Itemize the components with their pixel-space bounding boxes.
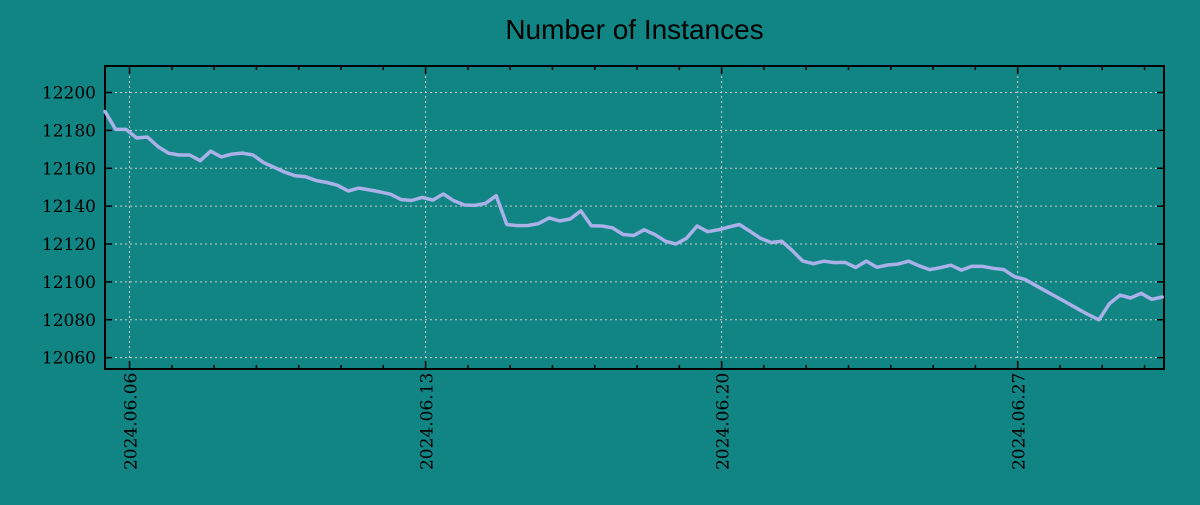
- y-axis-tick-label: 12200: [42, 84, 96, 104]
- x-axis-tick-label: 2024.06.27: [1010, 373, 1030, 470]
- y-axis-tick-label: 12060: [42, 349, 96, 369]
- y-axis-tick-label: 12180: [42, 121, 96, 141]
- x-axis-tick-label: 2024.06.13: [418, 373, 438, 470]
- data-line: [103, 109, 1165, 322]
- chart-title: Number of Instances: [505, 14, 764, 45]
- y-axis-tick-label: 12140: [42, 197, 96, 217]
- plot-border: [104, 65, 1165, 370]
- x-axis-tick-label: 2024.06.20: [714, 373, 734, 470]
- y-axis-tick-label: 12120: [42, 235, 96, 255]
- x-axis-tick-label: 2024.06.06: [122, 373, 142, 470]
- y-axis-tick-label: 12100: [42, 273, 96, 293]
- y-axis-tick-label: 12160: [42, 159, 96, 179]
- y-axis-tick-label: 12080: [42, 311, 96, 331]
